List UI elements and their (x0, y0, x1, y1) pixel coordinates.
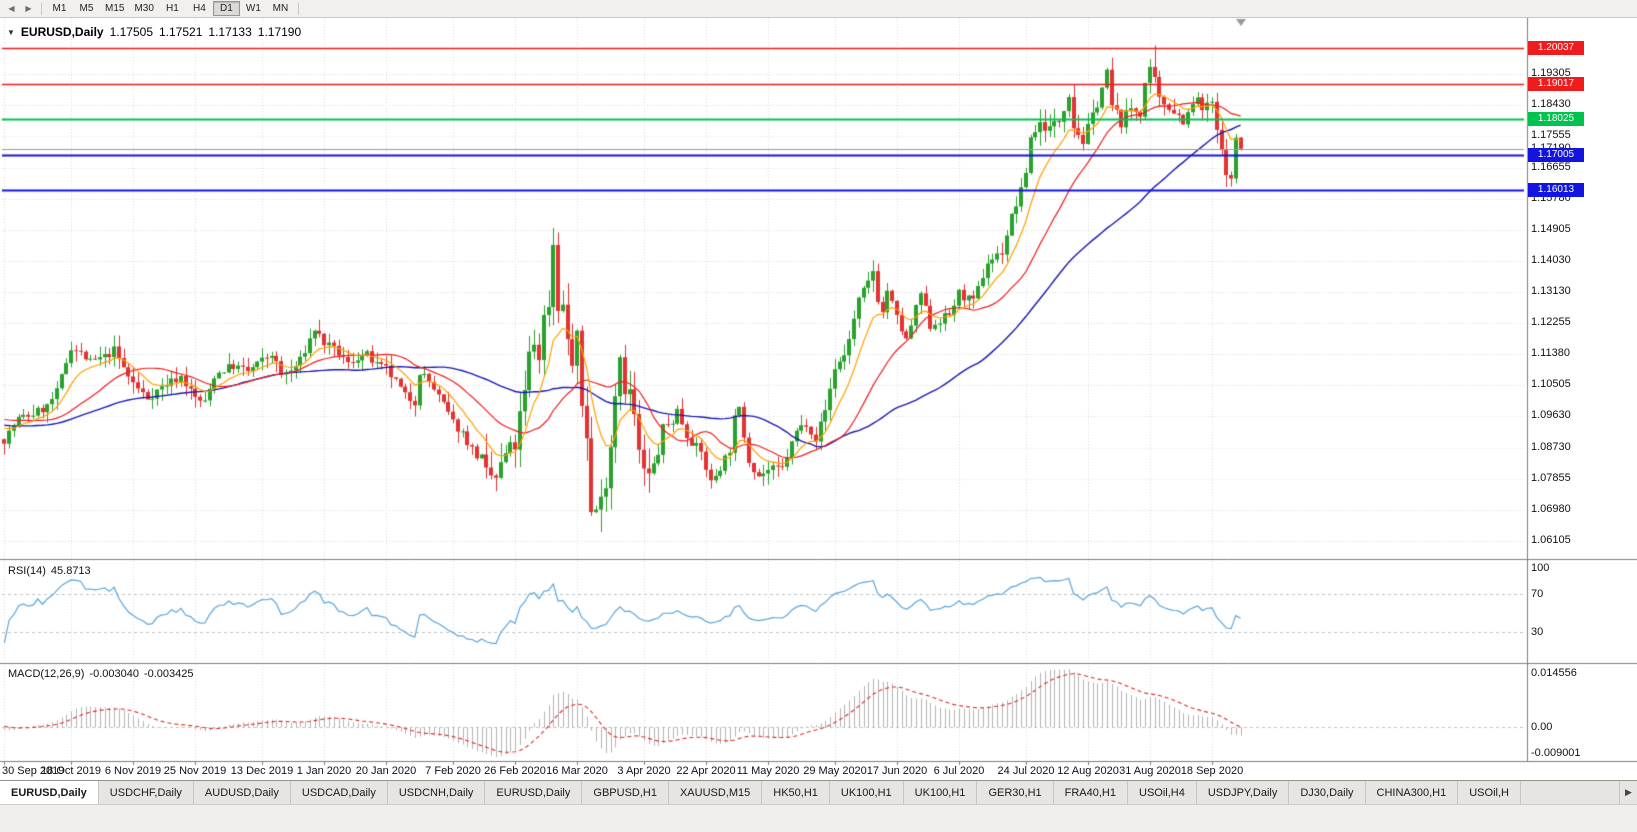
toolbar-separator (41, 2, 42, 15)
timeframe-button-d1[interactable]: D1 (212, 1, 240, 16)
timeframe-button-m1[interactable]: M1 (52, 3, 67, 14)
timeframe-button-w1[interactable]: W1 (245, 3, 261, 14)
timeframe-button-m15[interactable]: M15 (105, 3, 125, 14)
chart-tab-usdchf-daily[interactable]: USDCHF,Daily (99, 781, 194, 804)
chart-tab-china300-h1[interactable]: CHINA300,H1 (1366, 781, 1459, 804)
chart-tab-usdcad-daily[interactable]: USDCAD,Daily (291, 781, 388, 804)
timeframe-buttons: M1 M5 M15 M30 H1 H4 D1 W1 MN (46, 1, 294, 16)
chart-tab-usoil-h[interactable]: USOil,H (1458, 781, 1521, 804)
toolbar-separator (297, 2, 299, 15)
chart-tab-ger30-h1[interactable]: GER30,H1 (977, 781, 1054, 804)
tabs-scroll-right-icon[interactable]: ▶ (1619, 781, 1637, 804)
chart-tab-usoil-h4[interactable]: USOil,H4 (1128, 781, 1197, 804)
timeframe-button-m30[interactable]: M30 (134, 3, 154, 14)
timeframe-toolbar: ◀ ▶ M1 M5 M15 M30 H1 H4 D1 W1 MN (0, 0, 1637, 18)
chart-scroll-right-icon[interactable]: ▶ (25, 4, 32, 13)
chart-tab-uk100-h1[interactable]: UK100,H1 (904, 781, 978, 804)
status-bar (0, 804, 1637, 832)
chart-canvas[interactable] (0, 18, 1637, 780)
chart-tab-dj30-daily[interactable]: DJ30,Daily (1289, 781, 1366, 804)
chart-tab-eurusd-daily[interactable]: EURUSD,Daily (485, 781, 583, 804)
chart-tab-uk100-h1[interactable]: UK100,H1 (830, 781, 904, 804)
chart-tab-gbpusd-h1[interactable]: GBPUSD,H1 (582, 781, 669, 804)
chart-window: ▼ EURUSD,Daily 1.17505 1.17521 1.17133 1… (0, 18, 1637, 780)
chart-tab-fra40-h1[interactable]: FRA40,H1 (1054, 781, 1128, 804)
chart-tab-bar: EURUSD,Daily USDCHF,Daily AUDUSD,Daily USDC… (0, 780, 1637, 804)
chart-tab-xauusd-m15[interactable]: XAUUSD,M15 (669, 781, 763, 804)
timeframe-button-mn[interactable]: MN (272, 3, 289, 14)
chart-scroll-left-icon[interactable]: ◀ (8, 4, 15, 13)
chart-tab-hk50-h1[interactable]: HK50,H1 (762, 781, 830, 804)
timeframe-button-m5[interactable]: M5 (79, 3, 94, 14)
chart-tab-audusd-daily[interactable]: AUDUSD,Daily (194, 781, 291, 804)
timeframe-button-h4[interactable]: H4 (193, 3, 206, 14)
chart-tab-eurusd-daily[interactable]: EURUSD,Daily (0, 781, 99, 804)
chart-tab-usdcnh-daily[interactable]: USDCNH,Daily (388, 781, 486, 804)
timeframe-button-h1[interactable]: H1 (166, 3, 179, 14)
chart-tab-usdjpy-daily[interactable]: USDJPY,Daily (1197, 781, 1290, 804)
